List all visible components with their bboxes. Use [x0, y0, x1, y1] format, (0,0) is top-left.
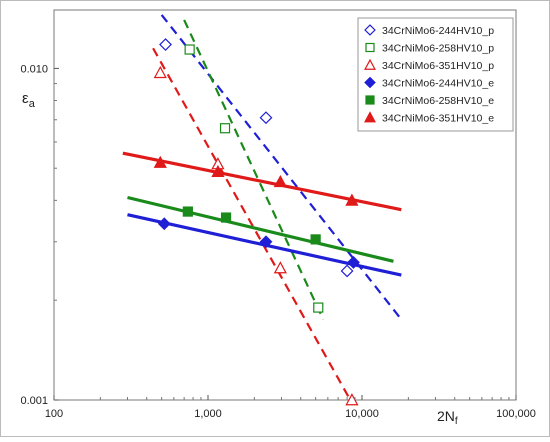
- data-point-s4-3: [347, 255, 360, 269]
- legend-marker-3: [364, 58, 376, 70]
- legend-label-2: 34CrNiMo6-258HV10_p: [382, 43, 494, 55]
- data-points: [153, 38, 360, 406]
- data-point-s3-3: [273, 261, 287, 274]
- data-point-s1-3: [340, 264, 354, 278]
- axes: 0.001 0.010 100 1,000 10,000 100,000 εa 2Nf: [20, 63, 535, 427]
- fit-line-3: [152, 47, 353, 404]
- data-point-s6-4: [345, 193, 359, 206]
- data-point-s2-3: [313, 302, 324, 313]
- x-tick-label: 10,000: [345, 408, 379, 420]
- data-point-s6-1: [153, 155, 167, 168]
- legend-marker-2: [365, 42, 375, 53]
- data-point-s5-1: [182, 206, 193, 217]
- data-point-s2-2: [219, 123, 231, 134]
- legend: 34CrNiMo6-244HV10_p 34CrNiMo6-258HV10_p 34…: [357, 17, 514, 132]
- legend-label-1: 34CrNiMo6-244HV10_p: [382, 25, 494, 37]
- data-point-s3-1: [153, 65, 167, 79]
- y-tick-label: 0.001: [20, 395, 48, 407]
- x-tick-label: 100,000: [496, 408, 536, 420]
- legend-marker-6: [364, 111, 376, 123]
- legend-marker-1: [364, 24, 376, 36]
- data-point-s5-2: [220, 212, 232, 223]
- x-axis-label: 2Nf: [437, 408, 458, 427]
- legend-label-6: 34CrNiMo6-351HV10_e: [382, 113, 494, 125]
- legend-label-4: 34CrNiMo6-244HV10_e: [382, 78, 494, 90]
- data-point-s5-3: [310, 234, 321, 245]
- legend-label-5: 34CrNiMo6-258HV10_e: [382, 95, 494, 107]
- fit-line-1: [160, 14, 403, 321]
- plot-area: [53, 9, 517, 401]
- data-point-s1-1: [159, 38, 172, 51]
- x-tick-label: 100: [45, 408, 63, 420]
- data-point-s4-2: [259, 235, 273, 249]
- data-point-s6-3: [273, 174, 287, 188]
- data-point-s1-2: [259, 111, 273, 125]
- fit-line-2: [183, 19, 325, 320]
- legend-label-3: 34CrNiMo6-351HV10_p: [382, 60, 494, 72]
- y-tick-label: 0.010: [20, 63, 48, 75]
- data-point-s4-1: [157, 217, 171, 231]
- legend-box: [357, 17, 514, 132]
- fit-line-5: [127, 195, 394, 263]
- data-point-s6-2: [211, 164, 225, 178]
- x-tick-label: 1,000: [194, 408, 222, 420]
- legend-marker-4: [364, 76, 376, 89]
- legend-marker-5: [365, 95, 375, 105]
- y-axis-label: εa: [22, 90, 36, 110]
- data-point-s2-1: [184, 44, 195, 55]
